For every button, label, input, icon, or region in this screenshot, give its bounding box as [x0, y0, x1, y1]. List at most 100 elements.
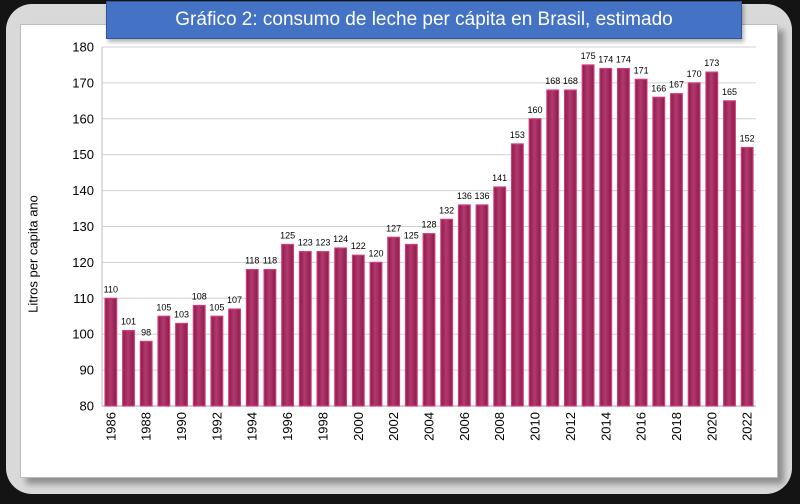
data-label-1995: 118	[263, 256, 277, 266]
data-label-1992: 105	[209, 302, 224, 312]
bar-2015	[616, 67, 630, 407]
data-label-2006: 136	[457, 191, 472, 201]
x-tick-label-1994: 1994	[245, 412, 260, 441]
y-tick-label-120: 120	[72, 255, 94, 270]
data-label-1999: 124	[333, 234, 348, 244]
data-label-2005: 132	[439, 205, 454, 215]
bar-1998	[316, 251, 330, 407]
x-tick-label-1998: 1998	[315, 412, 330, 441]
x-tick-label-1988: 1988	[139, 412, 154, 441]
x-tick-label-2012: 2012	[563, 412, 578, 441]
data-label-2001: 120	[368, 248, 383, 258]
data-label-1988: 98	[141, 327, 151, 337]
bar-2000	[351, 254, 365, 407]
data-label-2011: 168	[545, 76, 560, 86]
x-tick-label-2010: 2010	[528, 412, 543, 441]
bar-1990	[175, 322, 188, 407]
bar-2009	[510, 143, 524, 407]
bar-2014	[599, 67, 613, 407]
x-tick-label-2016: 2016	[634, 412, 649, 441]
data-label-1990: 103	[174, 309, 189, 319]
data-label-2014: 174	[598, 55, 613, 65]
bar-1988	[139, 340, 153, 407]
x-tick-label-2000: 2000	[351, 412, 366, 441]
bar-1999	[334, 247, 348, 407]
data-label-1989: 105	[156, 302, 171, 312]
bar-2018	[670, 93, 683, 407]
bar-2006	[457, 204, 471, 407]
y-axis-ticks: 80 90 100 110 120 130 140 150 160 170 180	[72, 40, 94, 414]
data-label-1998: 123	[315, 238, 330, 248]
x-tick-label-2006: 2006	[457, 412, 472, 441]
data-label-2004: 128	[421, 220, 436, 230]
bar-2007	[475, 204, 489, 407]
bar-2005	[440, 218, 454, 407]
y-tick-label-160: 160	[72, 111, 94, 126]
bar-2010	[528, 118, 542, 407]
data-label-2021: 165	[722, 87, 737, 97]
x-tick-label-2020: 2020	[704, 412, 719, 441]
bars	[104, 64, 754, 407]
data-label-1991: 108	[192, 291, 207, 301]
data-label-2019: 170	[687, 69, 702, 79]
bar-2013	[581, 64, 595, 407]
bar-1991	[192, 304, 206, 407]
y-tick-label-130: 130	[72, 219, 94, 234]
x-tick-label-2014: 2014	[598, 412, 613, 441]
data-label-2018: 167	[669, 80, 684, 90]
chart-title: Gráfico 2: consumo de leche per cápita e…	[106, 1, 742, 39]
bar-2011	[546, 89, 560, 407]
x-tick-label-2004: 2004	[422, 412, 437, 441]
data-label-2007: 136	[475, 191, 490, 201]
data-label-2002: 127	[386, 223, 401, 233]
bar-1989	[157, 315, 171, 407]
data-label-2016: 171	[634, 65, 649, 75]
data-label-1993: 107	[227, 295, 242, 305]
bar-2001	[369, 261, 383, 407]
data-label-2003: 125	[404, 230, 419, 240]
data-label-1987: 101	[121, 317, 136, 327]
data-label-2010: 160	[528, 105, 543, 115]
bar-1994	[245, 268, 259, 407]
bar-1986	[104, 297, 118, 407]
data-label-1996: 125	[280, 230, 295, 240]
y-tick-label-80: 80	[80, 399, 94, 414]
x-tick-label-1992: 1992	[209, 412, 224, 441]
data-label-1994: 118	[245, 256, 259, 266]
x-tick-label-1990: 1990	[174, 412, 189, 441]
x-tick-label-1996: 1996	[280, 412, 295, 441]
bar-2008	[493, 186, 507, 407]
x-tick-label-2022: 2022	[740, 412, 755, 441]
bar-2004	[422, 233, 436, 407]
bar-2017	[652, 96, 666, 407]
data-label-2013: 175	[581, 51, 596, 61]
y-tick-label-90: 90	[80, 363, 94, 378]
x-axis-ticks: 1986 1988 1990 1992 1994 1996 1998 2000 2002 2004…	[103, 412, 754, 441]
bar-1992	[210, 315, 224, 407]
data-label-1997: 123	[298, 238, 313, 248]
bar-2021	[723, 100, 736, 407]
data-label-2015: 174	[616, 55, 631, 65]
bar-1996	[281, 243, 295, 407]
x-tick-label-2008: 2008	[492, 412, 507, 441]
bar-2003	[404, 243, 418, 407]
x-tick-label-1986: 1986	[103, 412, 118, 441]
data-label-2012: 168	[563, 76, 578, 86]
y-tick-label-140: 140	[72, 183, 94, 198]
y-axis-title: Litros per capita ano	[25, 195, 41, 313]
y-tick-label-170: 170	[72, 75, 94, 90]
bar-2012	[563, 89, 577, 407]
y-tick-label-100: 100	[72, 327, 94, 342]
data-label-2020: 173	[704, 58, 719, 68]
bar-1993	[228, 308, 242, 407]
data-label-2022: 152	[740, 134, 755, 144]
data-label-1986: 110	[104, 284, 118, 294]
bar-1987	[122, 330, 135, 407]
y-tick-label-180: 180	[72, 40, 94, 55]
bar-2016	[634, 78, 648, 407]
bar-2019	[687, 82, 701, 407]
x-tick-label-2002: 2002	[386, 412, 401, 441]
data-label-2008: 141	[492, 173, 507, 183]
